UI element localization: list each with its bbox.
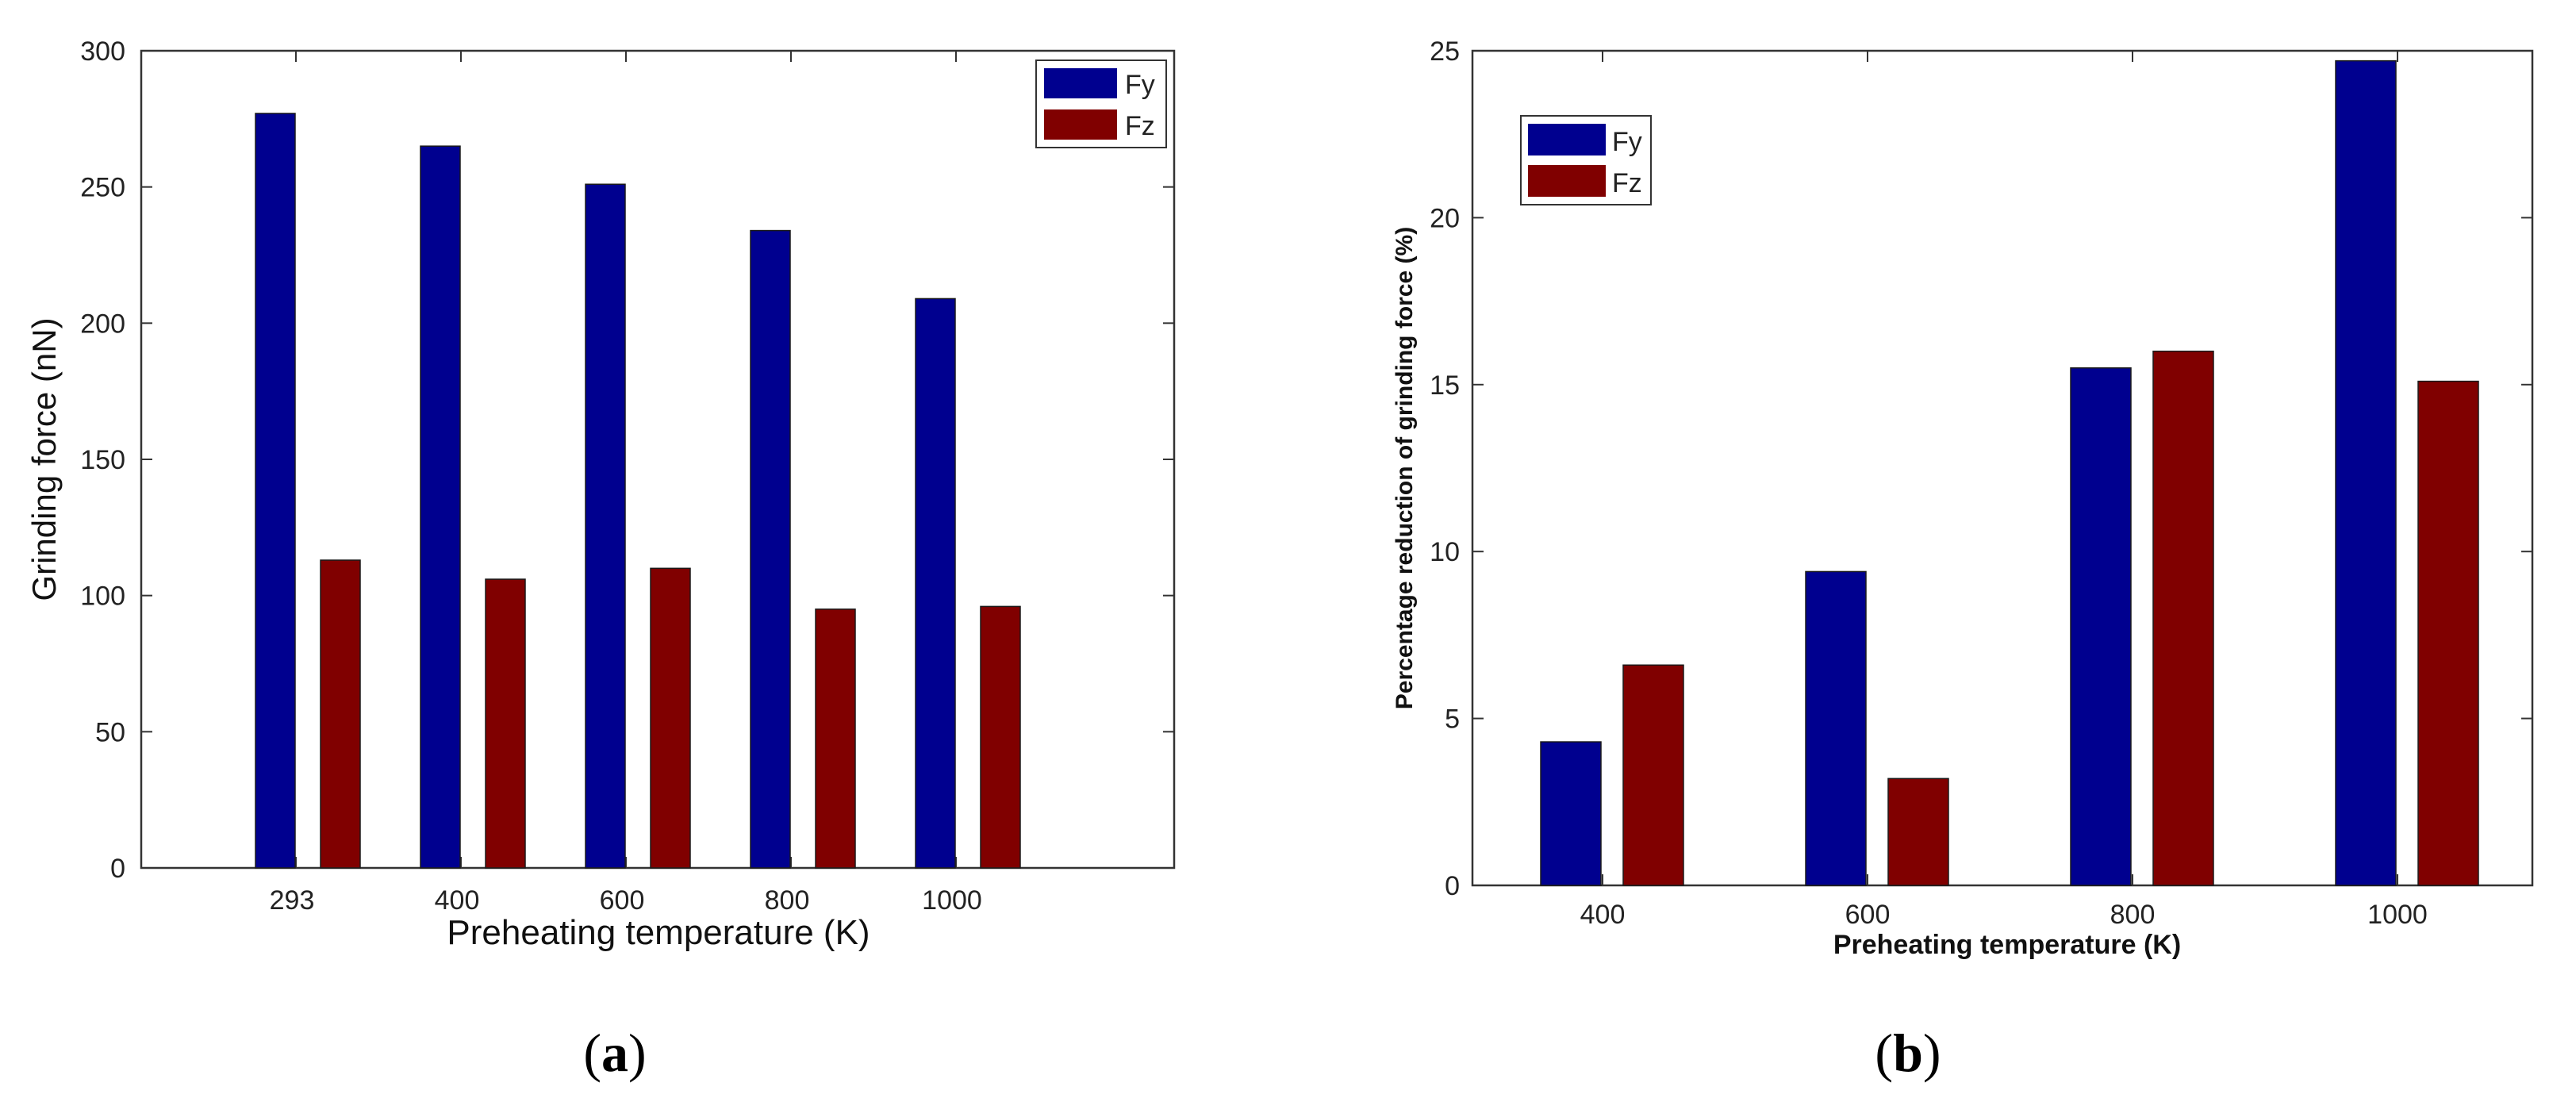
chart-a-bar-fz-1000 (980, 605, 1021, 869)
caption-b: (b) (1875, 1023, 1941, 1083)
chart-a-legend-label-fy: Fy (1125, 70, 1155, 100)
chart-a-x-tick-label: 800 (765, 885, 810, 916)
chart-a-y-tick-label: 100 (80, 582, 125, 612)
chart-b-bar-fz-1000 (2417, 380, 2479, 886)
chart-a-y-axis: 0 50 100 150 200 250 300 (80, 36, 1174, 884)
chart-a-legend-swatch-fz (1044, 109, 1117, 140)
chart-b-bar-fz-600 (1887, 777, 1949, 886)
chart-b-legend-label-fy: Fy (1612, 127, 1642, 157)
chart-a-bar-fy-1000 (915, 298, 956, 869)
chart-a-bar-fy-800 (750, 229, 791, 869)
chart-b-legend-label-fz: Fz (1612, 168, 1642, 198)
chart-b-legend: Fy Fz (1520, 115, 1652, 205)
chart-b-y-tick-label: 20 (1430, 203, 1460, 233)
chart-b-y-axis: 0 5 10 15 20 25 (1430, 36, 2532, 901)
chart-b-y-tick-label: 25 (1430, 36, 1460, 67)
chart-b-y-tick-label: 10 (1430, 537, 1460, 567)
chart-a-x-tick-label: 293 (270, 885, 315, 916)
chart-b: 0 5 10 15 20 25 400 600 800 1000 Fy Fz Percentag… (1392, 36, 2534, 1083)
chart-b-bar-fy-400 (1540, 741, 1602, 886)
chart-b-bar-fy-800 (2070, 367, 2132, 886)
chart-a-bar-fy-600 (585, 183, 626, 869)
chart-a-legend-label-fz: Fz (1125, 111, 1155, 141)
chart-a-y-tick-label: 50 (95, 717, 125, 747)
chart-b-legend-swatch-fz (1528, 165, 1606, 197)
caption-a: (a) (583, 1023, 646, 1083)
chart-a-bar-fz-800 (815, 609, 856, 869)
chart-a-x-axis: 293 400 600 800 1000 (270, 51, 982, 916)
chart-b-legend-swatch-fy (1528, 124, 1606, 155)
chart-b-bar-fy-600 (1805, 570, 1867, 886)
chart-a-bar-fy-400 (420, 145, 461, 869)
chart-b-y-tick-label: 0 (1445, 871, 1460, 901)
chart-a-bar-fz-293 (320, 559, 361, 869)
chart-b-x-tick-label: 600 (1845, 900, 1891, 930)
chart-a-bars (255, 113, 1021, 869)
chart-b-bar-fz-400 (1622, 664, 1684, 886)
chart-a-y-tick-label: 0 (110, 854, 125, 884)
chart-b-x-axis: 400 600 800 1000 (1580, 51, 2428, 930)
chart-b-x-tick-label: 400 (1580, 900, 1626, 930)
chart-a: 0 50 100 150 200 250 300 293 400 600 800 1000 Fy F… (25, 36, 1176, 1083)
chart-a-legend: Fy Fz (1035, 60, 1167, 148)
chart-a-x-tick-label: 400 (435, 885, 480, 916)
chart-a-y-tick-label: 200 (80, 309, 125, 339)
chart-a-x-axis-label: Preheating temperature (K) (447, 913, 870, 952)
chart-a-x-tick-label: 1000 (922, 885, 982, 916)
chart-a-y-tick-label: 250 (80, 173, 125, 203)
chart-b-bar-fz-800 (2152, 350, 2214, 886)
chart-b-x-tick-label: 1000 (2367, 900, 2428, 930)
chart-a-x-tick-label: 600 (600, 885, 645, 916)
chart-a-legend-swatch-fy (1044, 68, 1117, 98)
chart-a-y-axis-label: Grinding force (nN) (25, 317, 63, 601)
chart-a-y-tick-label: 150 (80, 445, 125, 475)
chart-b-y-axis-label: Percentage reduction of grinding force (… (1392, 227, 1418, 709)
chart-a-bar-fz-400 (485, 578, 526, 869)
chart-a-y-tick-label: 300 (80, 36, 125, 67)
chart-b-y-tick-label: 15 (1430, 370, 1460, 401)
chart-b-x-tick-label: 800 (2110, 900, 2156, 930)
chart-b-x-axis-label: Preheating temperature (K) (1833, 930, 2181, 960)
chart-a-bar-fz-600 (650, 567, 691, 869)
chart-b-y-tick-label: 5 (1445, 704, 1460, 735)
chart-b-bars (1540, 60, 2479, 886)
chart-a-bar-fy-293 (255, 113, 296, 869)
chart-b-bar-fy-1000 (2335, 60, 2397, 886)
